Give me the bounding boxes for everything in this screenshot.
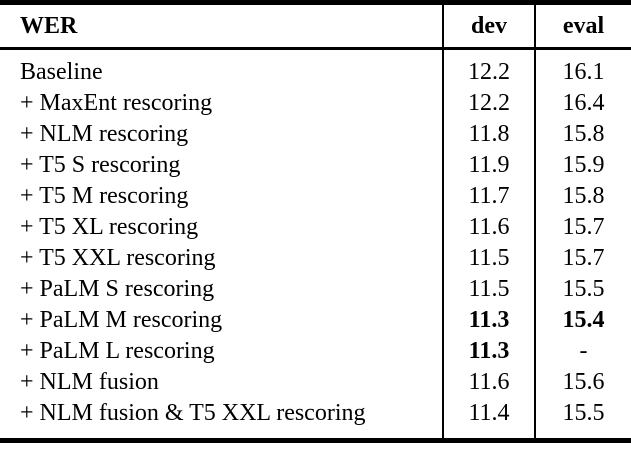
row-label: + PaLM S rescoring: [20, 276, 215, 302]
dev-value: 12.2: [442, 48, 535, 88]
eval-value: 15.8: [534, 119, 631, 150]
dev-value: 11.9: [442, 150, 535, 181]
table-header: WER dev eval: [0, 2, 631, 50]
row-label: + T5 XL rescoring: [20, 214, 199, 240]
dev-value: 11.5: [442, 243, 535, 274]
eval-value: 16.4: [534, 88, 631, 119]
table-row: + T5 XXL rescoring 11.5 15.7: [0, 243, 631, 274]
dev-value: 11.3: [442, 336, 535, 367]
eval-value: 15.6: [534, 367, 631, 398]
table-row: + NLM fusion 11.6 15.6: [0, 367, 631, 398]
row-label: + T5 M rescoring: [20, 183, 189, 209]
row-label: + PaLM M rescoring: [20, 307, 223, 333]
eval-value: -: [534, 336, 631, 367]
eval-value: 15.7: [534, 212, 631, 243]
row-label: Baseline: [20, 59, 103, 85]
dev-value: 11.6: [442, 367, 535, 398]
table-row: + MaxEnt rescoring 12.2 16.4: [0, 88, 631, 119]
row-label: + NLM fusion & T5 XXL rescoring: [20, 400, 366, 426]
dev-value: 11.5: [442, 274, 535, 305]
dev-value: 11.4: [442, 398, 535, 441]
eval-value: 15.4: [534, 305, 631, 336]
row-label: + T5 XXL rescoring: [20, 245, 216, 271]
table-row: Baseline 12.2 16.1: [0, 48, 631, 88]
column-header-wer: WER: [0, 2, 443, 50]
row-label: + PaLM L rescoring: [20, 338, 215, 364]
eval-value: 15.8: [534, 181, 631, 212]
dev-value: 11.8: [442, 119, 535, 150]
table-row: + NLM fusion & T5 XXL rescoring 11.4 15.5: [0, 398, 631, 441]
dev-value: 12.2: [442, 88, 535, 119]
column-header-eval: eval: [534, 2, 631, 50]
row-label: + NLM rescoring: [20, 121, 189, 147]
table-row: + T5 S rescoring 11.9 15.9: [0, 150, 631, 181]
eval-value: 15.9: [534, 150, 631, 181]
row-label: + T5 S rescoring: [20, 152, 181, 178]
column-header-dev: dev: [442, 2, 535, 50]
dev-value: 11.3: [442, 305, 535, 336]
table-body: Baseline 12.2 16.1 + MaxEnt rescoring 12.2 16…: [0, 48, 631, 441]
eval-value: 15.5: [534, 274, 631, 305]
eval-value: 16.1: [534, 48, 631, 88]
table-row: + PaLM M rescoring 11.3 15.4: [0, 305, 631, 336]
dev-value: 11.7: [442, 181, 535, 212]
eval-value: 15.7: [534, 243, 631, 274]
table-row: + NLM rescoring 11.8 15.8: [0, 119, 631, 150]
header-row: WER dev eval: [0, 2, 631, 50]
table-row: + PaLM S rescoring 11.5 15.5: [0, 274, 631, 305]
table-row: + T5 M rescoring 11.7 15.8: [0, 181, 631, 212]
row-label: + MaxEnt rescoring: [20, 90, 213, 116]
table-row: + PaLM L rescoring 11.3-: [0, 336, 631, 367]
row-label: + NLM fusion: [20, 369, 159, 395]
table-row: + T5 XL rescoring 11.6 15.7: [0, 212, 631, 243]
eval-value: 15.5: [534, 398, 631, 441]
dev-value: 11.6: [442, 212, 535, 243]
